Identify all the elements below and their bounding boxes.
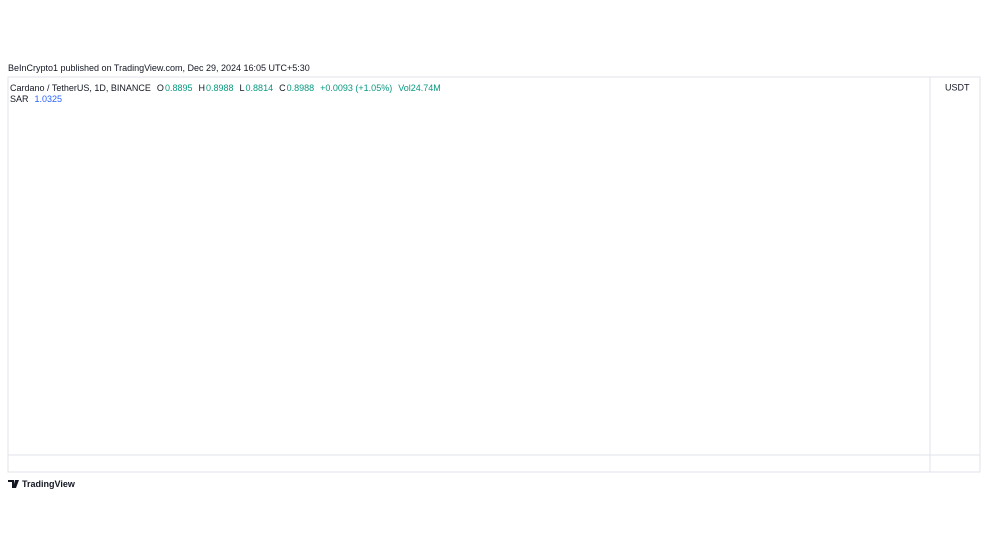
indicator-name: SAR bbox=[10, 94, 29, 104]
symbol: Cardano / TetherUS, 1D, BINANCE bbox=[10, 83, 151, 93]
publish-info: BeInCrypto1 published on TradingView.com… bbox=[8, 63, 310, 73]
indicator-row: SAR 1.0325 bbox=[10, 94, 442, 105]
open-value: 0.8895 bbox=[164, 83, 193, 93]
ohlc-label: C bbox=[279, 83, 286, 93]
change: +0.0093 (+1.05%) bbox=[320, 83, 393, 93]
brand: TradingView bbox=[22, 479, 75, 489]
logo-mark bbox=[8, 480, 19, 488]
indicator-value: 1.0325 bbox=[34, 94, 63, 104]
currency-label: USDT bbox=[945, 82, 970, 92]
ohlc-label: L bbox=[239, 83, 245, 93]
high-value: 0.8988 bbox=[205, 83, 234, 93]
ohlc-label: H bbox=[198, 83, 205, 93]
volume: Vol24.74M bbox=[398, 83, 441, 93]
close-value: 0.8988 bbox=[286, 83, 315, 93]
tv-logo bbox=[8, 480, 19, 488]
ohlc-label: O bbox=[156, 83, 164, 93]
legend: Cardano / TetherUS, 1D, BINANCE O0.8895 … bbox=[10, 83, 442, 105]
chart-frame bbox=[7, 76, 981, 473]
legend-row: Cardano / TetherUS, 1D, BINANCE O0.8895 … bbox=[10, 83, 442, 94]
low-value: 0.8814 bbox=[245, 83, 274, 93]
